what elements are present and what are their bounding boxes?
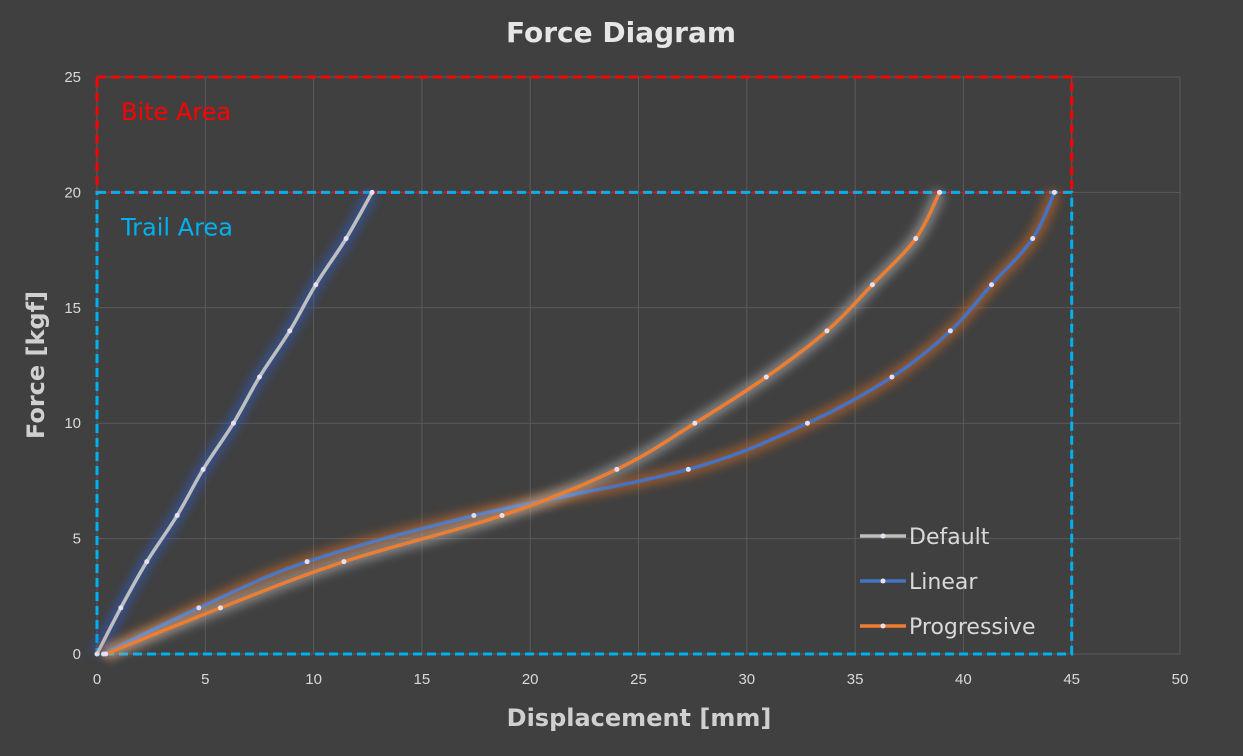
y-axis-label: Force [kgf] — [22, 291, 50, 439]
y-tick-label: 20 — [64, 184, 81, 201]
chart-title: Force Diagram — [506, 16, 736, 49]
x-tick-label: 30 — [738, 671, 755, 688]
progressive-point — [913, 236, 919, 242]
x-tick-label: 25 — [630, 671, 647, 688]
progressive-point — [341, 559, 347, 565]
legend-label-default: Default — [909, 525, 990, 550]
y-tick-label: 10 — [64, 415, 81, 432]
progressive-point — [824, 328, 830, 334]
x-tick-label: 5 — [201, 671, 209, 688]
y-tick-label: 25 — [64, 69, 81, 86]
default-point — [369, 189, 375, 195]
y-tick-label: 0 — [73, 646, 81, 663]
legend-marker-progressive — [880, 623, 886, 629]
linear-point — [1051, 189, 1057, 195]
legend: Default Linear Progressive — [860, 525, 1036, 640]
y-tick-label: 15 — [64, 300, 81, 317]
default-point — [313, 282, 319, 288]
default-point — [343, 236, 349, 242]
x-tick-label: 50 — [1172, 671, 1189, 688]
x-axis-label: Displacement [mm] — [507, 704, 772, 732]
default-point — [200, 466, 206, 472]
series-group — [91, 189, 1060, 660]
bite-area-rect — [95, 75, 1074, 194]
default-point — [174, 513, 180, 519]
legend-marker-default — [880, 533, 886, 539]
progressive-point — [499, 513, 505, 519]
linear-point — [685, 466, 691, 472]
default-point — [118, 605, 124, 611]
default-point — [230, 420, 236, 426]
x-tick-label: 10 — [305, 671, 322, 688]
progressive-point — [763, 374, 769, 380]
y-tick-label: 5 — [73, 531, 81, 548]
x-tick-label: 15 — [414, 671, 431, 688]
progressive-point — [692, 420, 698, 426]
default-point — [256, 374, 262, 380]
trail-area-rect — [95, 190, 1074, 656]
progressive-point — [103, 651, 109, 657]
grid — [96, 76, 1181, 655]
axis-ticks: 0 5 10 15 20 25 30 35 40 45 50 0 5 10 15 20 25 — [64, 69, 1188, 688]
bite-area-label: Bite Area — [121, 98, 231, 126]
progressive-point — [937, 189, 943, 195]
legend-marker-linear — [880, 578, 886, 584]
progressive-point — [614, 466, 620, 472]
linear-point — [471, 513, 477, 519]
x-tick-label: 20 — [522, 671, 539, 688]
linear-point — [889, 374, 895, 380]
default-point — [144, 559, 150, 565]
linear-point — [804, 420, 810, 426]
linear-point — [947, 328, 953, 334]
x-tick-label: 35 — [847, 671, 864, 688]
linear-point — [196, 605, 202, 611]
legend-label-progressive: Progressive — [909, 615, 1036, 640]
default-point — [287, 328, 293, 334]
x-tick-label: 0 — [93, 671, 101, 688]
progressive-point — [869, 282, 875, 288]
x-tick-label: 40 — [955, 671, 972, 688]
linear-point — [1030, 236, 1036, 242]
legend-label-linear: Linear — [909, 570, 978, 595]
linear-point — [304, 559, 310, 565]
x-tick-label: 45 — [1063, 671, 1080, 688]
areas: Bite Area Trail Area — [95, 75, 1074, 656]
progressive-point — [217, 605, 223, 611]
linear-point — [989, 282, 995, 288]
default-point — [94, 651, 100, 657]
trail-area-label: Trail Area — [120, 213, 233, 241]
